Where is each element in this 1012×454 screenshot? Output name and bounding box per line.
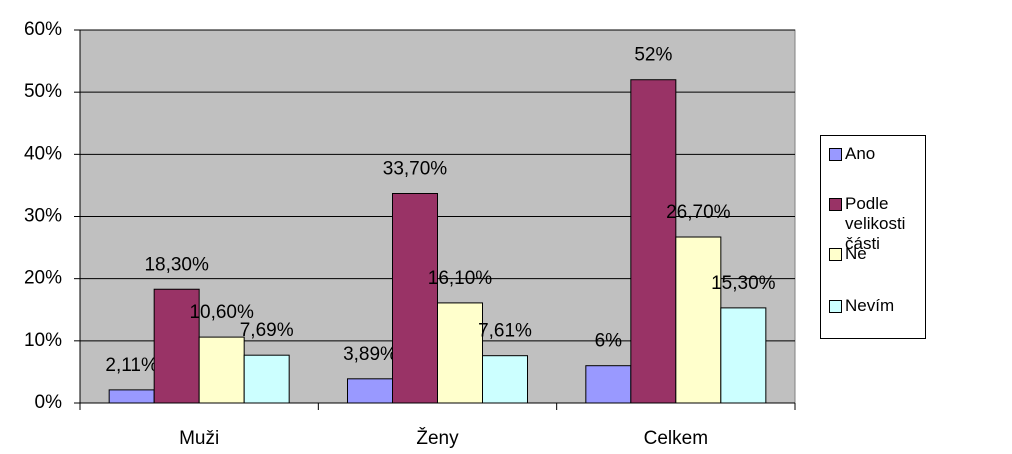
legend-swatch (829, 198, 842, 211)
legend-entry: Nevím (829, 296, 927, 316)
y-tick-label: 50% (24, 81, 62, 102)
data-label: 33,70% (383, 159, 448, 180)
legend-entry: Ne (829, 244, 927, 264)
bar (198, 336, 245, 404)
data-label: 6% (595, 331, 623, 352)
legend-label: Ano (845, 144, 876, 163)
data-label: 3,89% (343, 344, 397, 365)
data-label: 10,60% (189, 302, 254, 323)
x-tick-label: Ženy (416, 427, 459, 449)
y-tick-label: 0% (35, 392, 63, 413)
y-tick-label: 40% (24, 143, 62, 164)
legend-label: Ne (845, 244, 867, 263)
data-label: 52% (634, 45, 672, 66)
data-label: 15,30% (711, 273, 776, 294)
bar (392, 192, 438, 404)
legend-swatch (829, 300, 842, 313)
data-label: 7,69% (240, 320, 294, 341)
data-label: 2,11% (105, 355, 158, 376)
bar (720, 307, 767, 404)
legend-swatch (829, 148, 842, 161)
data-label: 7,61% (478, 321, 532, 342)
y-tick-label: 10% (24, 330, 62, 351)
legend-swatch (829, 248, 842, 261)
bar (675, 236, 722, 404)
legend: Ano Podle velikosti části Ne Nevím (820, 135, 926, 339)
x-tick-label: Celkem (644, 428, 708, 449)
y-tick-label: 30% (24, 206, 62, 227)
data-label: 16,10% (428, 268, 493, 289)
legend-entry: Podle velikosti části (829, 194, 927, 254)
bar (108, 389, 155, 404)
bar (243, 354, 290, 404)
bar (482, 355, 528, 404)
y-tick-label: 20% (24, 268, 62, 289)
bar (585, 365, 632, 404)
legend-entry: Ano (829, 144, 927, 164)
legend-label: Podle velikosti části (845, 194, 906, 253)
bar (437, 302, 483, 404)
legend-label: Nevím (845, 296, 895, 315)
x-tick-label: Muži (179, 428, 219, 449)
bar (630, 79, 677, 404)
data-label: 26,70% (666, 202, 731, 223)
y-tick-label: 60% (24, 19, 62, 40)
bar (347, 378, 393, 404)
data-label: 18,30% (144, 254, 209, 275)
